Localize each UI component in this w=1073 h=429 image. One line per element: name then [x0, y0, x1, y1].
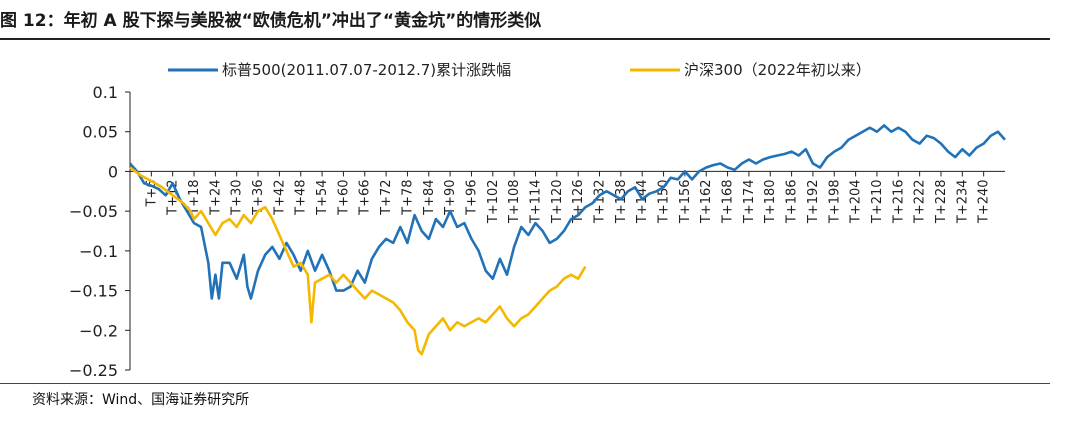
- y-tick-label: −0.15: [69, 282, 118, 301]
- x-tick-label: T+216: [891, 179, 906, 224]
- chart-legend: 标普500(2011.07.07-2012.7)累计涨跌幅 沪深300（2022…: [168, 61, 871, 79]
- source-rule: [0, 383, 1050, 384]
- x-tick-label: T+120: [550, 179, 565, 224]
- x-tick-label: T+168: [721, 179, 736, 224]
- x-tick-label: T+234: [955, 179, 970, 224]
- x-tick-label: T+114: [528, 179, 543, 224]
- x-tick-label: T+72: [379, 179, 394, 215]
- title-rule: [0, 38, 1050, 40]
- legend-label-hs300: 沪深300（2022年初以来）: [684, 61, 871, 79]
- x-tick-label: T+222: [913, 179, 928, 224]
- x-tick-label: T+162: [699, 179, 714, 224]
- y-tick-label: 0: [108, 162, 118, 181]
- x-tick-label: T+192: [806, 179, 821, 224]
- x-tick-label: T+24: [208, 179, 223, 215]
- x-tick-label: T+66: [358, 179, 373, 215]
- x-tick-label: T+96: [464, 179, 479, 215]
- series-line-sp500: [129, 124, 1006, 300]
- x-tick-label: T+228: [934, 179, 949, 224]
- x-tick-label: T+84: [422, 179, 437, 215]
- chart-series: [129, 124, 1006, 356]
- x-tick-label: T+36: [251, 179, 266, 215]
- source-note: 资料来源：Wind、国海证券研究所: [32, 392, 250, 408]
- x-tick-label: T+156: [678, 179, 693, 224]
- x-tick-label: T+132: [593, 179, 608, 224]
- x-tick-label: T+174: [742, 179, 757, 224]
- x-tick-label: T+240: [977, 179, 992, 224]
- y-tick-label: −0.05: [69, 202, 118, 221]
- line-chart: 标普500(2011.07.07-2012.7)累计涨跌幅 沪深300（2022…: [69, 61, 1006, 380]
- x-tick-label: T+204: [849, 179, 864, 224]
- chart-ticks: 0.10.050−0.05−0.1−0.15−0.2−0.25T+6 T+12 T+…: [69, 83, 992, 380]
- x-tick-label: T+90: [443, 179, 458, 215]
- x-tick-label: T+126: [571, 179, 586, 224]
- x-tick-label: T+138: [614, 179, 629, 224]
- x-tick-label: T+180: [763, 179, 778, 224]
- y-tick-label: −0.2: [79, 321, 118, 340]
- chart-axes: [129, 92, 1005, 370]
- x-tick-label: T+78: [400, 179, 415, 215]
- series-line-hs300: [129, 166, 587, 356]
- x-tick-label: T+30: [230, 179, 245, 215]
- x-tick-label: T+42: [272, 179, 287, 215]
- x-tick-label: T+144: [635, 179, 650, 224]
- y-tick-label: 0.1: [93, 83, 118, 102]
- y-tick-label: 0.05: [82, 123, 118, 142]
- figure-title: 图 12：年初 A 股下探与美股被“欧债危机”冲出了“黄金坑”的情形类似: [0, 11, 542, 31]
- x-tick-label: T+60: [336, 179, 351, 215]
- x-tick-label: T+108: [507, 179, 522, 224]
- x-tick-label: T+198: [827, 179, 842, 224]
- x-tick-label: T+210: [870, 179, 885, 224]
- x-tick-label: T+48: [294, 179, 309, 215]
- x-tick-label: T+102: [486, 179, 501, 224]
- x-tick-label: T+186: [785, 179, 800, 224]
- x-tick-label: T+54: [315, 179, 330, 215]
- y-tick-label: −0.1: [79, 242, 118, 261]
- y-tick-label: −0.25: [69, 361, 118, 380]
- legend-label-sp500: 标普500(2011.07.07-2012.7)累计涨跌幅: [222, 61, 511, 79]
- x-tick-label: T+18: [187, 179, 202, 215]
